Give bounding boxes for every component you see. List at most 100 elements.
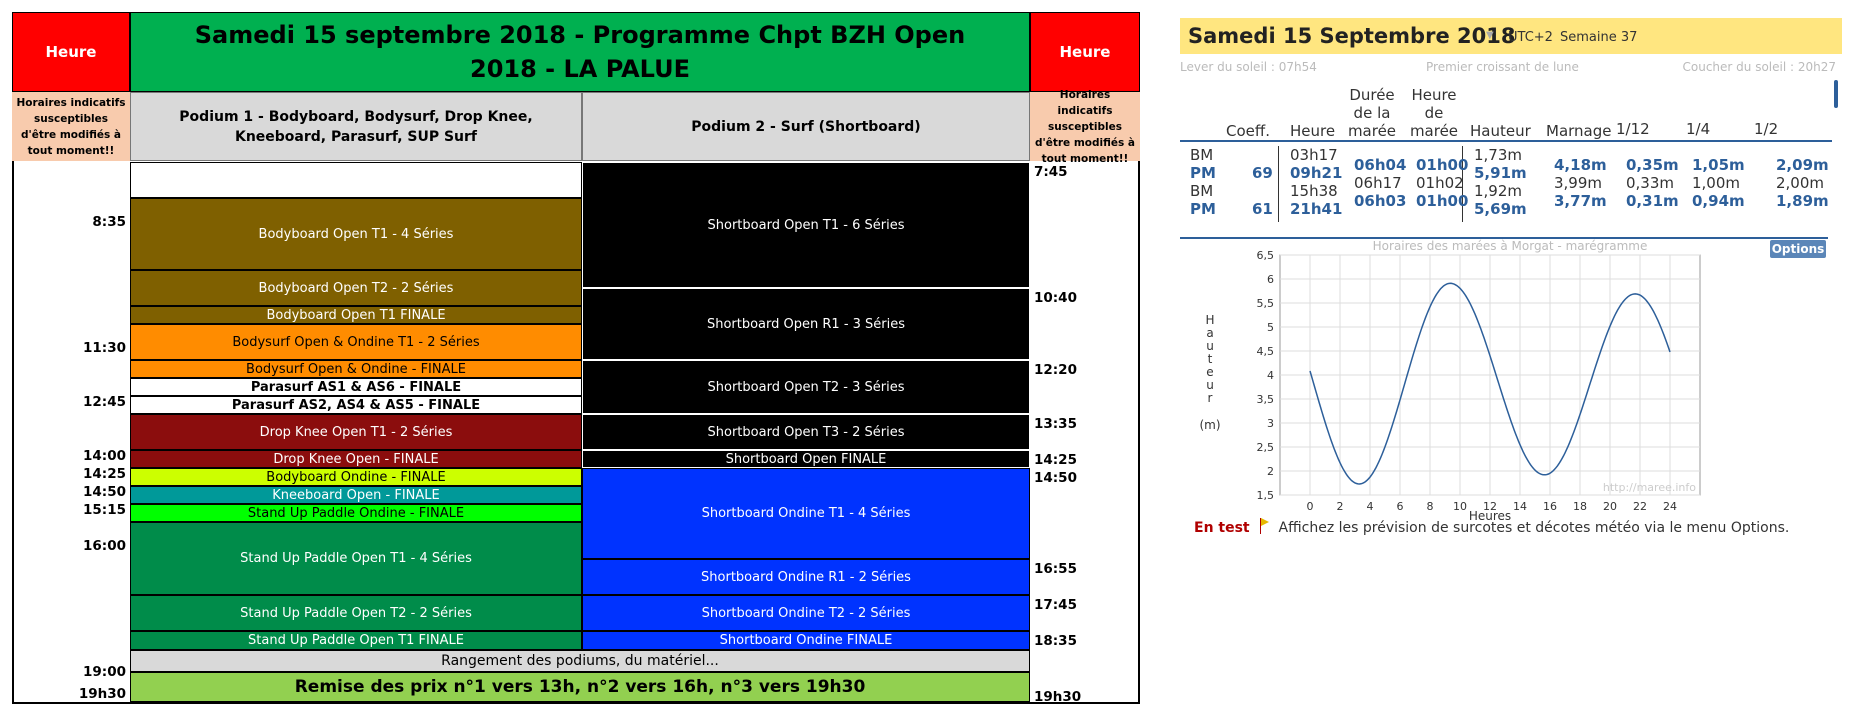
y-axis-ticks: 1,5 2 2,5 3 3,5 4 4,5 5 5,5 6 6,5 bbox=[1257, 249, 1275, 502]
douzieme: 0,35m bbox=[1626, 156, 1679, 174]
duree: 06h04 bbox=[1354, 156, 1407, 174]
coeff: 69 bbox=[1252, 164, 1273, 182]
options-button[interactable]: Options bbox=[1770, 240, 1826, 258]
y-label-letter: r bbox=[1208, 391, 1213, 405]
time-label: 19:00 bbox=[83, 664, 126, 680]
col-demi: 1/2 bbox=[1754, 120, 1779, 138]
p1-event: Stand Up Paddle Open T1 - 4 Séries bbox=[130, 522, 582, 595]
y-label-letter: H bbox=[1205, 313, 1214, 327]
y-tick-label: 3,5 bbox=[1257, 393, 1275, 406]
col-hauteur: Hauteur bbox=[1470, 122, 1531, 140]
tide-type: BM bbox=[1190, 146, 1214, 164]
tide-date: Samedi 15 Septembre 2018 bbox=[1188, 24, 1516, 48]
y-tick-label: 3 bbox=[1267, 417, 1274, 430]
schedule-table: Heure Samedi 15 septembre 2018 - Program… bbox=[12, 12, 1140, 705]
time-label: 13:35 bbox=[1034, 416, 1077, 432]
sunset: Coucher du soleil : 20h27 bbox=[1682, 60, 1837, 74]
p2-event: Shortboard Ondine FINALE bbox=[582, 631, 1030, 650]
y-label-letter: a bbox=[1206, 326, 1213, 340]
column-divider bbox=[1462, 146, 1463, 222]
right-time-column: 7:45 10:40 12:20 13:35 14:25 14:50 16:55… bbox=[1030, 162, 1140, 705]
remise-row: Remise des prix n°1 vers 13h, n°2 vers 1… bbox=[130, 672, 1030, 702]
p2-event: Shortboard Open R1 - 3 Séries bbox=[582, 288, 1030, 360]
p1-event: Bodysurf Open & Ondine T1 - 2 Séries bbox=[130, 324, 582, 360]
tide-time: 09h21 bbox=[1290, 164, 1343, 182]
demi: 2,09m bbox=[1776, 156, 1829, 174]
x-tick-label: 18 bbox=[1573, 500, 1587, 513]
time-label: 14:00 bbox=[83, 448, 126, 464]
time-label: 14:25 bbox=[83, 466, 126, 482]
time-label: 10:40 bbox=[1034, 290, 1077, 306]
p2-event: Shortboard Ondine T2 - 2 Séries bbox=[582, 595, 1030, 631]
col-coeff: Coeff. bbox=[1226, 122, 1270, 140]
hauteur: 5,69m bbox=[1474, 200, 1527, 218]
x-tick-label: 6 bbox=[1397, 500, 1404, 513]
p1-event: Parasurf AS2, AS4 & AS5 - FINALE bbox=[130, 396, 582, 414]
p1-event: Stand Up Paddle Open T1 FINALE bbox=[130, 631, 582, 650]
p1-event: Bodyboard Open T2 - 2 Séries bbox=[130, 270, 582, 306]
note-right: Horaires indicatifs susceptibles d'être … bbox=[1030, 89, 1140, 165]
tide-table-header: Coeff. Heure Durée de la marée Heure de … bbox=[1180, 78, 1842, 154]
p1-empty-slot bbox=[130, 162, 582, 198]
p2-event: Shortboard Open T2 - 3 Séries bbox=[582, 360, 1030, 414]
footer-text: Affichez les prévision de surcotes et dé… bbox=[1278, 520, 1790, 536]
p1-event: Drop Knee Open T1 - 2 Séries bbox=[130, 414, 582, 450]
duree: 06h03 bbox=[1354, 192, 1407, 210]
y-tick-label: 4,5 bbox=[1257, 345, 1275, 358]
time-label: 14:50 bbox=[83, 484, 126, 500]
x-axis-ticks: 0 2 4 6 8 10 12 14 16 18 20 22 24 bbox=[1307, 500, 1678, 513]
douzieme: 0,31m bbox=[1626, 192, 1679, 210]
quart: 0,94m bbox=[1692, 192, 1745, 210]
quart: 1,05m bbox=[1692, 156, 1745, 174]
tide-type: BM bbox=[1190, 182, 1214, 200]
time-label: 14:50 bbox=[1034, 470, 1077, 486]
y-label-letter: t bbox=[1208, 352, 1213, 366]
heure-maree: 01h02 bbox=[1416, 174, 1464, 192]
y-tick-label: 4 bbox=[1267, 369, 1274, 382]
x-tick-label: 14 bbox=[1513, 500, 1527, 513]
y-tick-label: 2,5 bbox=[1257, 441, 1275, 454]
tide-curve-series bbox=[1309, 282, 1671, 485]
tide-time: 03h17 bbox=[1290, 146, 1338, 164]
week-number: Semaine 37 bbox=[1560, 30, 1638, 45]
scrollbar[interactable] bbox=[1834, 80, 1838, 108]
y-label-letter: u bbox=[1206, 378, 1214, 392]
tide-panel: Samedi 15 Septembre 2018 ▼ UTC+2 Semaine… bbox=[1180, 18, 1842, 708]
tide-type: PM bbox=[1190, 200, 1216, 218]
column-divider bbox=[1278, 146, 1279, 222]
y-tick-label: 1,5 bbox=[1257, 489, 1275, 502]
tide-table-body: BM PM BM PM 69 61 03h17 09h21 15h38 21h4… bbox=[1180, 146, 1842, 246]
x-tick-label: 16 bbox=[1543, 500, 1557, 513]
p1-event: Bodysurf Open & Ondine - FINALE bbox=[130, 360, 582, 378]
x-tick-label: 2 bbox=[1337, 500, 1344, 513]
quart: 1,00m bbox=[1692, 174, 1741, 192]
time-label: 8:35 bbox=[92, 214, 126, 230]
heure-maree: 01h00 bbox=[1416, 156, 1469, 174]
x-tick-label: 24 bbox=[1663, 500, 1677, 513]
heure-maree: 01h00 bbox=[1416, 192, 1469, 210]
douzieme: 0,33m bbox=[1626, 174, 1675, 192]
date-dropdown-icon[interactable]: ▼ bbox=[1486, 30, 1494, 41]
col-duree: Durée de la marée bbox=[1347, 86, 1397, 140]
p2-event: Shortboard Open T1 - 6 Séries bbox=[582, 162, 1030, 288]
tide-time: 21h41 bbox=[1290, 200, 1343, 218]
p2-event: Shortboard Ondine T1 - 4 Séries bbox=[582, 468, 1030, 559]
time-label: 19h30 bbox=[1034, 689, 1082, 705]
chart-title: Horaires des marées à Morgat - marégramm… bbox=[1373, 239, 1648, 253]
p1-event: Bodyboard Ondine - FINALE bbox=[130, 468, 582, 486]
p1-event: Kneeboard Open - FINALE bbox=[130, 486, 582, 504]
note-left: Horaires indicatifs susceptibles d'être … bbox=[12, 92, 130, 161]
p1-event: Stand Up Paddle Open T2 - 2 Séries bbox=[130, 595, 582, 631]
right-header: Heure bbox=[1030, 12, 1140, 92]
hauteur: 5,91m bbox=[1474, 164, 1527, 182]
left-header: Heure bbox=[12, 12, 130, 92]
hauteur: 1,73m bbox=[1474, 146, 1523, 164]
rangement-row: Rangement des podiums, du matériel... bbox=[130, 650, 1030, 672]
time-label: 7:45 bbox=[1034, 164, 1068, 180]
x-tick-label: 4 bbox=[1367, 500, 1374, 513]
schedule-title: Samedi 15 septembre 2018 - Programme Chp… bbox=[130, 12, 1030, 92]
y-label-letter: u bbox=[1206, 339, 1214, 353]
utc-offset: UTC+2 bbox=[1508, 30, 1553, 45]
y-tick-label: 6 bbox=[1267, 273, 1274, 286]
p1-event: Stand Up Paddle Ondine - FINALE bbox=[130, 504, 582, 522]
